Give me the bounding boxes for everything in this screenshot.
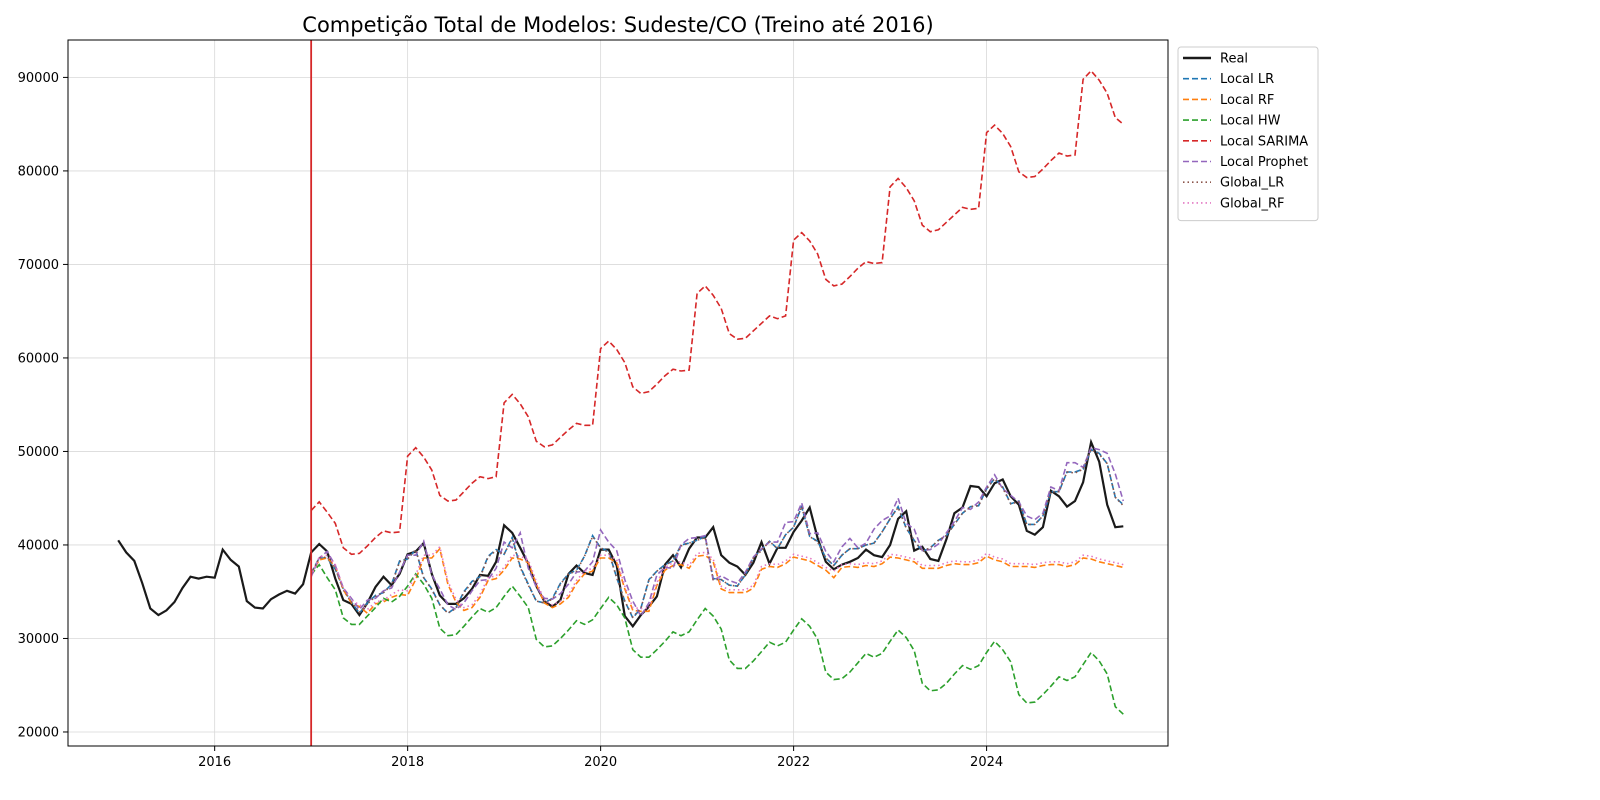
legend-label-local-rf: Local RF [1220, 93, 1274, 108]
series-line-real [117, 438, 1124, 629]
legend-label-local-lr: Local LR [1220, 72, 1274, 87]
legend-label-local-prophet: Local Prophet [1220, 155, 1308, 170]
y-tick-label-6: 80000 [18, 164, 59, 179]
x-tick-label-1: 2018 [391, 755, 424, 770]
series-line-local-sarima [310, 69, 1124, 556]
legend-label-local-sarima: Local SARIMA [1220, 134, 1308, 149]
x-tick-label-3: 2022 [777, 755, 810, 770]
legend-box [1177, 46, 1319, 222]
legend-label-real: Real [1220, 52, 1248, 67]
x-axis: 2016 2018 2020 2022 2024 [198, 746, 1003, 770]
grid [68, 40, 1168, 746]
series-line-local-prophet [310, 446, 1125, 618]
chart-title: Competição Total de Modelos: Sudeste/CO … [302, 13, 933, 37]
y-tick-label-0: 20000 [18, 725, 59, 740]
legend-label-local-hw: Local HW [1220, 114, 1281, 129]
y-tick-label-1: 30000 [18, 632, 59, 647]
plot-frame [67, 39, 1169, 747]
y-tick-label-3: 50000 [18, 445, 59, 460]
x-tick-label-0: 2016 [198, 755, 231, 770]
series-lines [117, 69, 1125, 715]
series-line-local-rf [310, 546, 1124, 615]
y-tick-label-5: 70000 [18, 258, 59, 273]
x-tick-label-2: 2020 [584, 755, 617, 770]
y-axis: 20000 30000 40000 50000 60000 70000 80000 90000 [18, 71, 68, 740]
legend-label-global-rf: Global_RF [1220, 196, 1284, 211]
y-tick-label-4: 60000 [18, 351, 59, 366]
series-line-global-lr [310, 448, 1124, 619]
y-tick-label-7: 90000 [18, 71, 59, 86]
legend: Real Local LR Local RF Local HW Local SARIMA… [1177, 46, 1319, 222]
y-tick-label-2: 40000 [18, 538, 59, 553]
x-tick-label-4: 2024 [970, 755, 1003, 770]
series-line-local-hw [310, 563, 1124, 715]
legend-label-global-lr: Global_LR [1220, 176, 1284, 191]
